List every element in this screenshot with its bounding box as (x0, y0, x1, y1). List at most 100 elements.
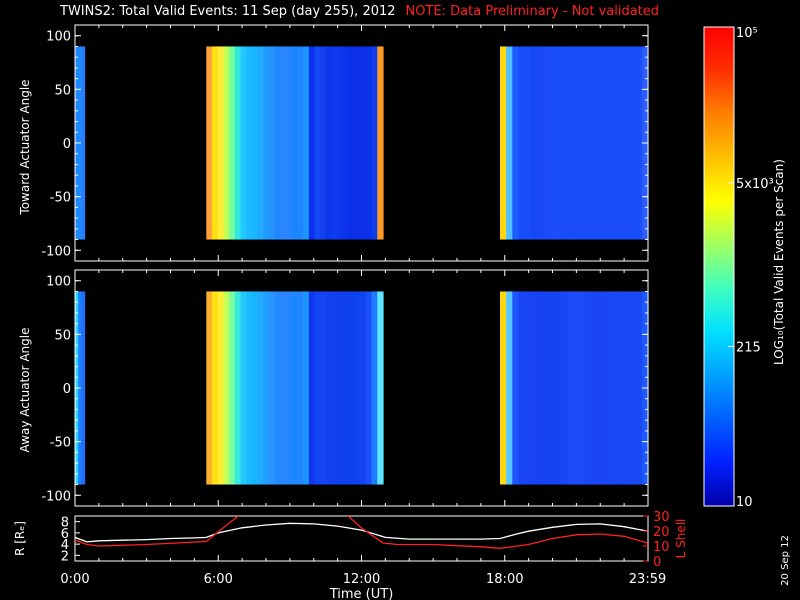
heatmap-cell (314, 46, 321, 240)
heatmap-cell (251, 291, 259, 485)
heatmap-cell (257, 291, 264, 485)
heatmap-cell (377, 46, 384, 240)
heatmap-cell (291, 46, 299, 240)
heatmap-cell (263, 291, 270, 485)
heatmap-cell (240, 46, 247, 240)
r-tick-label: 4 (61, 538, 69, 553)
colorbar-tick-label: 10⁵ (736, 26, 758, 41)
heatmap-cell (360, 291, 367, 485)
heatmap-cell (377, 291, 384, 485)
y-tick-label: 0 (63, 137, 71, 152)
colorbar-tick-label: 5x10³ (736, 177, 774, 192)
heatmap-cell (81, 291, 86, 485)
heatmap-cell (499, 46, 507, 240)
heatmap-cell (354, 46, 361, 240)
heatmap-cell (604, 291, 612, 485)
heatmap-cell (635, 291, 643, 485)
colorbar-gradient (703, 26, 735, 507)
heatmap-cell (320, 46, 327, 240)
heatmap-cell (598, 46, 606, 240)
heatmap-cell (365, 46, 373, 240)
heatmap-cell (303, 46, 310, 240)
heatmap-cell (555, 291, 563, 485)
heatmap-cell (518, 291, 526, 485)
heatmap-cell (506, 46, 513, 240)
y-tick-label: 50 (54, 83, 71, 98)
heatmap-cell (586, 46, 594, 240)
heatmap-cell (223, 291, 230, 485)
x-tick-label: 0:00 (60, 572, 89, 587)
heatmap-cell (234, 291, 242, 485)
heatmap-cell (629, 46, 637, 240)
heatmap-cell (206, 291, 213, 485)
heatmap-cell (610, 291, 618, 485)
heatmap-cell (617, 46, 624, 240)
l-shell-line (347, 516, 648, 549)
heatmap-cell (604, 46, 612, 240)
y-tick-label: 100 (46, 275, 71, 290)
heatmap-cell (325, 291, 333, 485)
heatmap-cell (567, 291, 575, 485)
heatmap-cell (337, 46, 344, 240)
preliminary-note: NOTE: Data Preliminary - Not validated (405, 4, 660, 19)
heatmap-cell (274, 46, 282, 240)
y-tick-label: 0 (63, 382, 71, 397)
heatmap-cell (549, 46, 557, 240)
heatmap-cell (506, 291, 513, 485)
heatmap-cell (320, 291, 327, 485)
heatmap-cell (512, 46, 520, 240)
heatmap-cell (246, 46, 253, 240)
heatmap-cell (269, 46, 276, 240)
heatmap-panel-2: 100 50 0 -50 -100 (41, 269, 649, 507)
heatmap-cell (280, 291, 287, 485)
l-tick-label: 10 (653, 540, 670, 555)
heatmap-cell (617, 291, 624, 485)
y-tick-label: 50 (54, 328, 71, 343)
heatmap-cell (212, 291, 219, 485)
heatmap-cell (246, 291, 253, 485)
x-axis-label: Time (UT) (329, 587, 394, 600)
title-text: TWINS2: Total Valid Events: 11 Sep (day … (60, 4, 396, 19)
r-line (75, 522, 648, 543)
heatmap-cell (573, 291, 581, 485)
heatmap-cell (81, 46, 86, 240)
l-tick-label: 30 (653, 510, 670, 525)
heatmap-cell (280, 46, 287, 240)
heatmap-cell (543, 46, 550, 240)
heatmap-cell (297, 291, 304, 485)
y-tick-label: -50 (50, 191, 71, 206)
l-shell-line (75, 516, 240, 547)
r-tick-label: 8 (61, 516, 69, 531)
heatmap-cell (580, 291, 587, 485)
heatmap-cell (499, 291, 507, 485)
heatmap-cell (212, 46, 219, 240)
heatmap-cell (286, 46, 293, 240)
heatmap-cell (269, 291, 276, 485)
heatmap-cell (337, 291, 344, 485)
heatmap-cell (592, 291, 600, 485)
heatmap-cell (286, 291, 293, 485)
heatmap-cell (308, 46, 316, 240)
r-tick-label: 2 (61, 549, 69, 564)
heatmap-cell (240, 291, 247, 485)
y-tick-label: 100 (46, 30, 71, 45)
r-axis-label: R [Rₑ] (13, 521, 27, 556)
heatmap-cell (251, 46, 259, 240)
heatmap-panel-1: 100 50 0 -50 -100 (41, 24, 649, 262)
colorbar-tick-label: 215 (736, 340, 761, 355)
y-tick-label: -100 (41, 244, 71, 259)
heatmap-cell (543, 291, 550, 485)
heatmap-cell (530, 291, 538, 485)
heatmap-cell (217, 291, 225, 485)
heatmap-cell (274, 291, 282, 485)
heatmap-cell (234, 46, 242, 240)
heatmap-cell (348, 46, 356, 240)
heatmap-cell (303, 291, 310, 485)
heatmap-cell (206, 46, 213, 240)
x-tick-label: 12:00 (343, 572, 380, 587)
r-tick-label: 6 (61, 527, 69, 542)
heatmap-cell (524, 46, 532, 240)
heatmap-cell (365, 291, 373, 485)
heatmap-cell (331, 291, 338, 485)
